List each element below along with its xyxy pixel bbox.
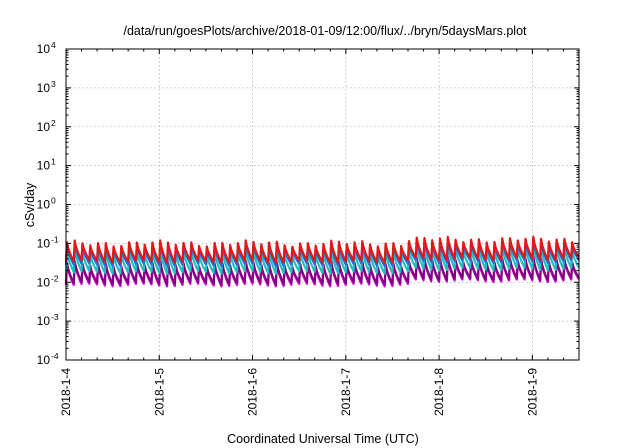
y-tick-exponent: -3 <box>51 312 59 322</box>
y-tick-exponent: 1 <box>51 157 56 167</box>
series-line <box>64 255 580 286</box>
x-tick-label: 2018-1-8 <box>432 368 446 416</box>
plot-frame <box>65 48 580 361</box>
y-tick-exponent: 4 <box>51 40 56 50</box>
series-line <box>64 238 580 268</box>
y-tick-label: 10 <box>37 198 51 212</box>
x-tick-label: 2018-1-6 <box>246 368 260 416</box>
y-tick-exponent: -1 <box>51 234 59 244</box>
y-tick-label: 10 <box>37 42 51 56</box>
y-tick-exponent: -2 <box>51 273 59 283</box>
chart-title: /data/run/goesPlots/archive/2018-01-09/1… <box>123 24 527 38</box>
y-tick-label: 10 <box>37 353 51 367</box>
series-line <box>64 244 580 275</box>
x-tick-label: 2018-1-4 <box>59 368 73 416</box>
y-tick-label: 10 <box>37 275 51 289</box>
y-tick-exponent: 0 <box>51 196 56 206</box>
y-tick-label: 10 <box>37 159 51 173</box>
series-line <box>64 235 580 265</box>
grid-layer <box>66 49 579 360</box>
x-axis: 2018-1-4 2018-1-5 2018-1-6 2018-1-7 2018-1-8… <box>59 49 564 416</box>
series-layer <box>64 235 580 288</box>
y-tick-label: 10 <box>37 314 51 328</box>
y-tick-label: 10 <box>37 81 51 95</box>
y-axis-label: cSv/day <box>23 182 37 227</box>
series-line <box>64 257 580 288</box>
x-tick-label: 2018-1-7 <box>339 368 353 416</box>
x-axis-label: Coordinated Universal Time (UTC) <box>227 432 419 446</box>
x-tick-label: 2018-1-5 <box>152 368 166 416</box>
y-tick-label: 10 <box>37 120 51 134</box>
x-tick-label: 2018-1-9 <box>525 368 539 416</box>
y-tick-exponent: -4 <box>51 351 59 361</box>
y-tick-label: 10 <box>37 236 51 250</box>
y-tick-exponent: 3 <box>51 79 56 89</box>
y-tick-exponent: 2 <box>51 118 56 128</box>
